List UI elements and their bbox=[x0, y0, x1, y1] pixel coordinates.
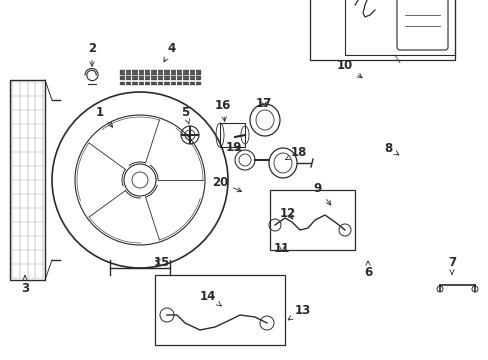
Text: 13: 13 bbox=[287, 303, 310, 320]
Text: 4: 4 bbox=[163, 41, 176, 62]
Text: 9: 9 bbox=[313, 181, 330, 205]
Text: 3: 3 bbox=[21, 275, 29, 294]
Text: 16: 16 bbox=[214, 99, 231, 121]
Text: 12: 12 bbox=[279, 207, 296, 220]
Text: 5: 5 bbox=[181, 105, 189, 124]
Text: 14: 14 bbox=[200, 289, 221, 306]
Text: 17: 17 bbox=[255, 96, 271, 109]
Text: 7: 7 bbox=[447, 256, 455, 274]
Bar bbox=[269, 190, 354, 250]
Text: 20: 20 bbox=[211, 176, 241, 192]
Text: 8: 8 bbox=[383, 141, 398, 155]
Text: 2: 2 bbox=[88, 41, 96, 66]
Text: 19: 19 bbox=[225, 140, 242, 153]
Text: 1: 1 bbox=[96, 105, 112, 127]
Bar bbox=[345, 0, 454, 55]
Bar bbox=[10, 80, 45, 280]
Text: 11: 11 bbox=[273, 242, 289, 255]
Bar bbox=[155, 275, 285, 345]
Text: 10: 10 bbox=[336, 59, 361, 78]
Text: 18: 18 bbox=[285, 145, 306, 160]
Bar bbox=[220, 123, 244, 147]
Text: 6: 6 bbox=[363, 261, 371, 279]
Bar bbox=[309, 0, 454, 60]
Text: 15: 15 bbox=[154, 256, 170, 269]
